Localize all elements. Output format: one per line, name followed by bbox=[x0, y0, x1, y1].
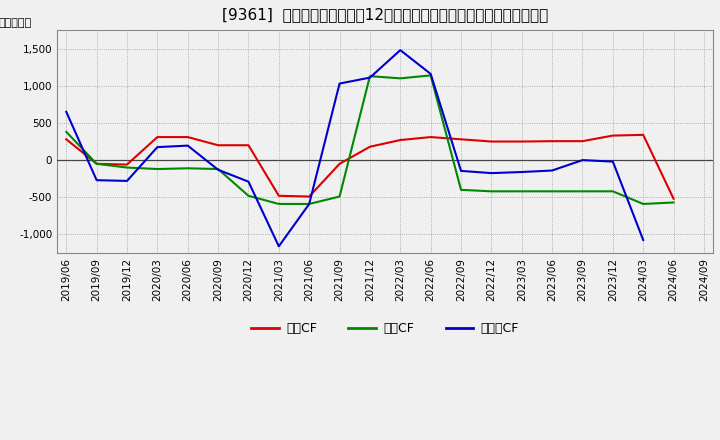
営業CF bbox=[92, 161, 101, 166]
営業CF bbox=[548, 139, 557, 144]
Text: （百万円）: （百万円） bbox=[0, 18, 31, 28]
投資CF bbox=[548, 189, 557, 194]
営業CF bbox=[184, 135, 192, 140]
フリーCF bbox=[153, 144, 162, 150]
フリーCF bbox=[274, 244, 283, 249]
Line: 営業CF: 営業CF bbox=[66, 135, 674, 199]
投資CF bbox=[92, 161, 101, 166]
Line: フリーCF: フリーCF bbox=[66, 50, 643, 246]
Title: [9361]  キャッシュフローの12か月移動合計の対前年同期増減額の推移: [9361] キャッシュフローの12か月移動合計の対前年同期増減額の推移 bbox=[222, 7, 548, 22]
フリーCF bbox=[244, 179, 253, 184]
フリーCF bbox=[214, 167, 222, 172]
投資CF bbox=[608, 189, 617, 194]
営業CF bbox=[456, 137, 465, 142]
フリーCF bbox=[518, 169, 526, 175]
フリーCF bbox=[578, 158, 587, 163]
投資CF bbox=[122, 165, 131, 170]
営業CF bbox=[578, 139, 587, 144]
投資CF bbox=[244, 193, 253, 198]
投資CF bbox=[336, 194, 344, 199]
営業CF bbox=[366, 144, 374, 149]
フリーCF bbox=[639, 237, 647, 242]
投資CF bbox=[487, 189, 495, 194]
投資CF bbox=[305, 202, 313, 207]
Legend: 営業CF, 投資CF, フリーCF: 営業CF, 投資CF, フリーCF bbox=[246, 317, 524, 341]
営業CF bbox=[396, 137, 405, 143]
営業CF bbox=[426, 135, 435, 140]
フリーCF bbox=[336, 81, 344, 86]
投資CF bbox=[670, 200, 678, 205]
投資CF bbox=[456, 187, 465, 192]
フリーCF bbox=[184, 143, 192, 148]
フリーCF bbox=[548, 168, 557, 173]
営業CF bbox=[639, 132, 647, 137]
営業CF bbox=[274, 193, 283, 198]
営業CF bbox=[518, 139, 526, 144]
フリーCF bbox=[608, 159, 617, 164]
Line: 投資CF: 投資CF bbox=[66, 75, 674, 204]
営業CF bbox=[305, 194, 313, 199]
投資CF bbox=[366, 73, 374, 79]
投資CF bbox=[578, 189, 587, 194]
フリーCF bbox=[62, 109, 71, 114]
投資CF bbox=[184, 165, 192, 171]
フリーCF bbox=[456, 168, 465, 173]
投資CF bbox=[639, 202, 647, 207]
フリーCF bbox=[366, 75, 374, 80]
営業CF bbox=[670, 196, 678, 202]
投資CF bbox=[518, 189, 526, 194]
フリーCF bbox=[426, 71, 435, 77]
営業CF bbox=[153, 135, 162, 140]
営業CF bbox=[122, 162, 131, 167]
投資CF bbox=[153, 166, 162, 172]
投資CF bbox=[426, 73, 435, 78]
フリーCF bbox=[487, 170, 495, 176]
営業CF bbox=[244, 143, 253, 148]
フリーCF bbox=[92, 177, 101, 183]
投資CF bbox=[214, 166, 222, 172]
フリーCF bbox=[122, 178, 131, 183]
フリーCF bbox=[305, 202, 313, 207]
営業CF bbox=[336, 161, 344, 166]
投資CF bbox=[62, 129, 71, 135]
営業CF bbox=[487, 139, 495, 144]
営業CF bbox=[608, 133, 617, 138]
投資CF bbox=[396, 76, 405, 81]
営業CF bbox=[214, 143, 222, 148]
投資CF bbox=[274, 202, 283, 207]
フリーCF bbox=[396, 48, 405, 53]
営業CF bbox=[62, 137, 71, 142]
